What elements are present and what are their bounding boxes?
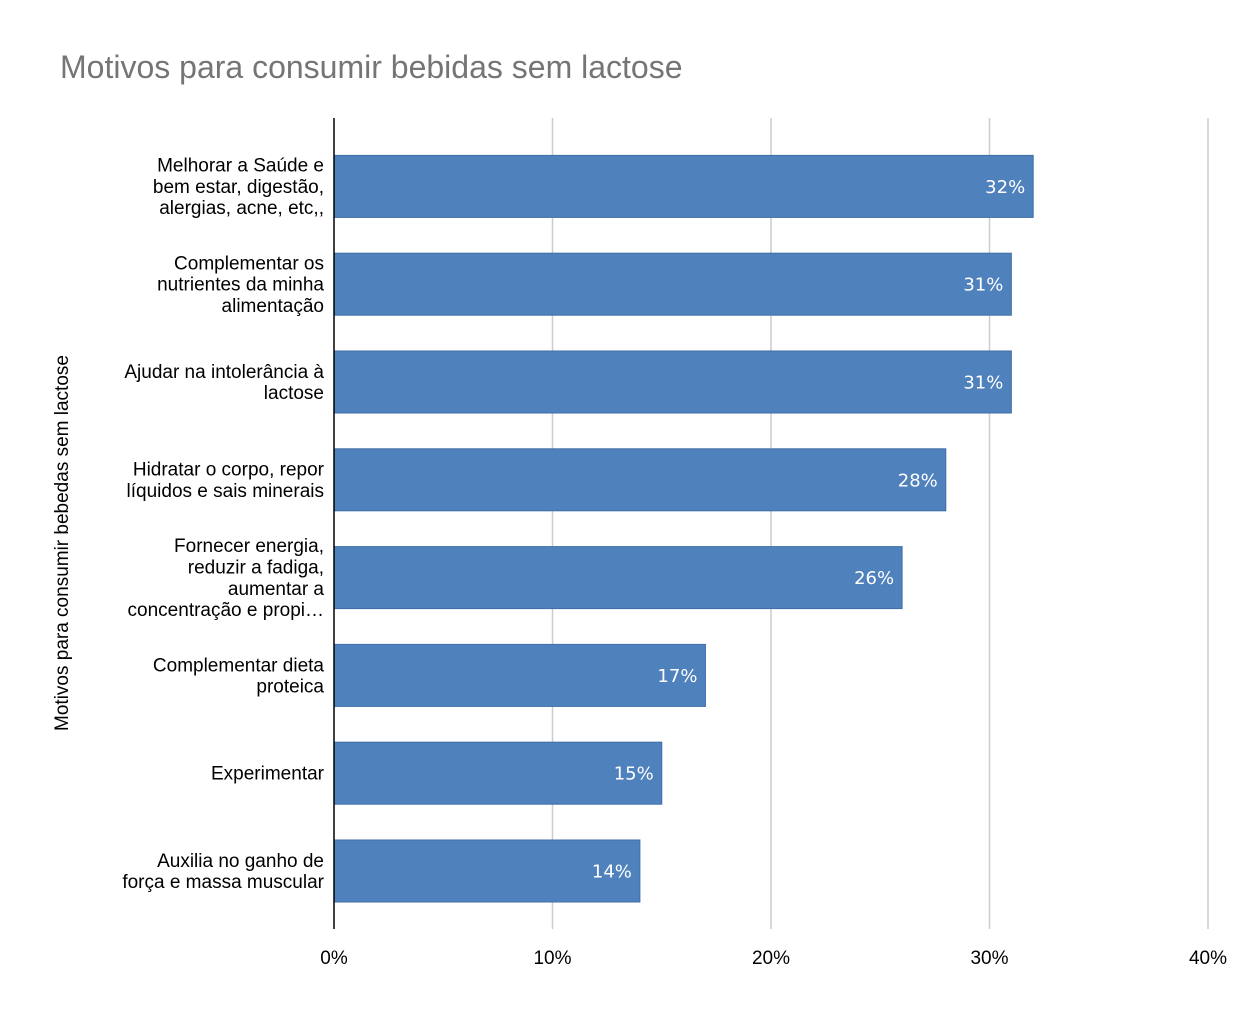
x-tick-label: 0% [320, 948, 348, 969]
chart-title: Motivos para consumir bebidas sem lactos… [60, 49, 683, 85]
bar [333, 350, 1012, 414]
category-label: Fornecer energia, reduzir a fadiga, aument… [128, 536, 325, 621]
category-label: Complementar dieta proteica [153, 655, 325, 697]
gridlines [551, 118, 1209, 929]
x-tick-label: 30% [970, 948, 1008, 969]
data-label: 26% [854, 568, 894, 589]
data-label: 17% [657, 666, 697, 687]
bar [333, 448, 947, 512]
bar [333, 252, 1012, 316]
data-label: 31% [963, 373, 1003, 394]
bar [333, 154, 1034, 218]
bar [333, 839, 641, 903]
category-label: Hidratar o corpo, repor líquidos e sais m… [127, 460, 325, 502]
data-label: 28% [898, 470, 938, 491]
data-label: 15% [614, 764, 654, 785]
bar [333, 546, 903, 610]
data-label: 32% [985, 177, 1025, 198]
x-tick-label: 10% [533, 948, 571, 969]
x-tick-label: 40% [1189, 948, 1227, 969]
bar [333, 643, 706, 707]
category-labels: Melhorar a Saúde e bem estar, digestão, al… [122, 156, 324, 894]
data-label: 31% [963, 275, 1003, 296]
y-axis-label: Motivos para consumir bebedas sem lactos… [52, 355, 73, 731]
bar [333, 741, 663, 805]
x-tick-labels: 0% 10% 20% 30% 40% [320, 948, 1227, 969]
category-label: Auxilia no ganho de força e massa muscula… [122, 851, 324, 893]
category-label: Complementar os nutrientes da minha alimen… [157, 253, 324, 317]
bars: 32% 31% 31% 28% 26% 17% 15% 14% [333, 154, 1034, 903]
category-label: Melhorar a Saúde e bem estar, digestão, al… [153, 156, 324, 220]
category-label: Ajudar na intolerância à lactose [124, 362, 324, 404]
category-label: Experimentar [211, 764, 325, 785]
x-tick-label: 20% [752, 948, 790, 969]
data-label: 14% [592, 862, 632, 883]
